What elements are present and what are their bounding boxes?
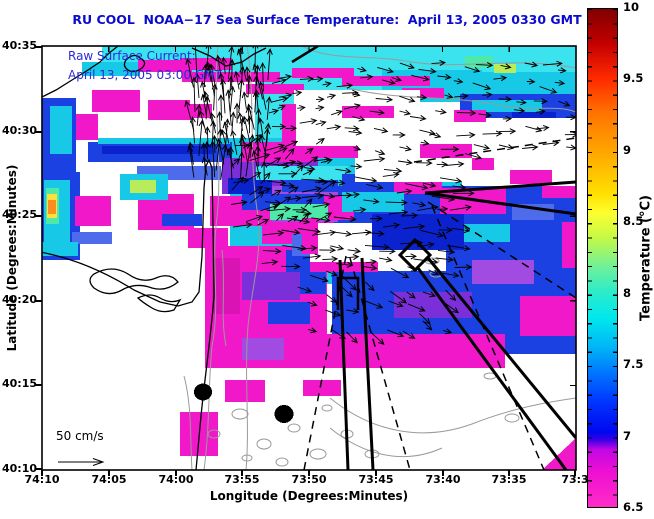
colorbar-tick-label: 9.5 bbox=[623, 71, 644, 85]
scale-arrow-label: 50 cm/s bbox=[56, 429, 104, 443]
temperature-colorbar bbox=[587, 8, 618, 508]
x-tick-label: 74:05 bbox=[91, 473, 127, 486]
x-tick-mark bbox=[375, 470, 377, 476]
x-tick-label: 73:45 bbox=[358, 473, 394, 486]
x-tick-mark bbox=[574, 470, 576, 476]
colorbar-tick-label: 9 bbox=[623, 143, 632, 157]
x-tick-mark bbox=[41, 470, 43, 476]
y-tick-label: 40:30 bbox=[1, 124, 37, 137]
x-tick-mark bbox=[175, 470, 177, 476]
overlay-line2: April 13, 2005 03:00 GMT bbox=[68, 68, 222, 82]
y-tick-label: 40:20 bbox=[1, 293, 37, 306]
colorbar-tick-label: 10 bbox=[623, 0, 640, 14]
y-tick-mark bbox=[35, 131, 42, 133]
station-dots bbox=[194, 383, 294, 423]
y-tick-mark bbox=[35, 384, 42, 386]
colorbar-ticks-left bbox=[588, 9, 592, 507]
x-tick-label: 74:00 bbox=[158, 473, 194, 486]
figure-title: RU COOL NOAA−17 Sea Surface Temperature:… bbox=[72, 12, 582, 27]
scale-arrow bbox=[58, 458, 105, 466]
x-tick-mark bbox=[508, 470, 510, 476]
colorbar-ticks-right bbox=[613, 9, 617, 507]
y-axis-label: Latitude (Degrees:Minutes) bbox=[5, 164, 19, 352]
y-tick-mark bbox=[35, 215, 42, 217]
y-tick-label: 40:25 bbox=[1, 208, 37, 221]
colorbar-label: Temperature (°C) bbox=[638, 195, 654, 321]
x-tick-label: 73:50 bbox=[291, 473, 327, 486]
overlay-line1: Raw Surface Current: bbox=[68, 49, 196, 63]
x-tick-mark bbox=[308, 470, 310, 476]
y-tick-label: 40:10 bbox=[1, 462, 37, 475]
x-axis-label: Longitude (Degrees:Minutes) bbox=[209, 489, 409, 503]
y-tick-label: 40:15 bbox=[1, 377, 37, 390]
colorbar-tick-label: 8.5 bbox=[623, 214, 644, 228]
colorbar-tick-label: 7.5 bbox=[623, 357, 644, 371]
colorbar-tick-label: 8 bbox=[623, 286, 632, 300]
current-vectors bbox=[184, 46, 576, 345]
x-tick-mark bbox=[241, 470, 243, 476]
x-tick-label: 74:10 bbox=[24, 473, 60, 486]
colorbar-tick-label: 6.5 bbox=[623, 500, 644, 514]
y-tick-label: 40:35 bbox=[1, 39, 37, 52]
y-tick-mark bbox=[35, 468, 42, 470]
x-tick-label: 73:35 bbox=[491, 473, 527, 486]
x-tick-label: 73:55 bbox=[224, 473, 260, 486]
x-tick-mark bbox=[442, 470, 444, 476]
y-tick-mark bbox=[35, 300, 42, 302]
y-tick-mark bbox=[35, 46, 42, 48]
inner-ticks bbox=[108, 46, 576, 387]
x-tick-mark bbox=[108, 470, 110, 476]
colorbar-tick-label: 7 bbox=[623, 429, 632, 443]
x-tick-label: 73:3 bbox=[561, 473, 589, 486]
x-tick-label: 73:40 bbox=[425, 473, 461, 486]
